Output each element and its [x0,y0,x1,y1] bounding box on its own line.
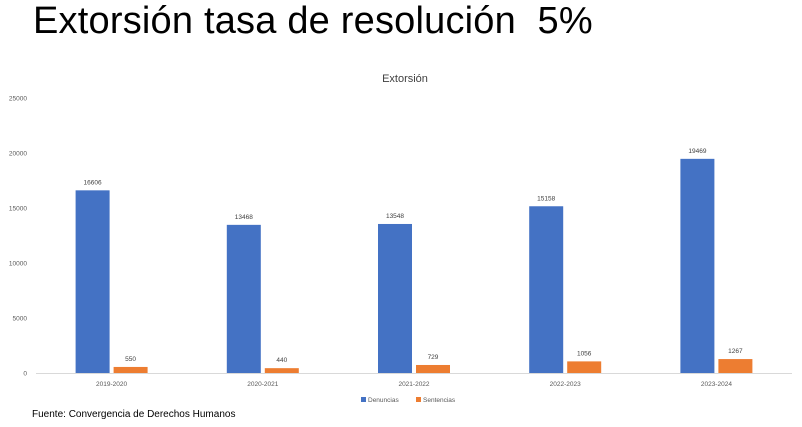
bar-sentencias [416,364,450,373]
x-tick-label: 2019-2020 [96,381,127,388]
bar-denuncias [75,190,110,373]
y-tick-label: 15000 [9,206,27,213]
slide-title: Extorsión tasa de resolución 5% [33,0,593,42]
data-label: 440 [276,357,287,364]
bar-denuncias [680,158,715,373]
x-axis: 2019-2020 2020-2021 2021-2022 2022-2023 2023… [36,373,792,388]
y-tick-label: 25000 [9,96,27,103]
data-label: 15158 [537,195,555,202]
legend-swatch [361,397,366,402]
y-tick-label: 20000 [9,151,27,158]
y-axis: 0 5000 10000 15000 20000 25000 [9,96,27,378]
data-label: 550 [125,356,136,363]
y-tick-label: 5000 [13,316,28,323]
legend: Denuncias Sentencias [361,397,456,404]
x-tick-label: 2023-2024 [701,381,732,388]
y-tick-label: 0 [23,371,27,378]
data-label: 16606 [84,179,102,186]
bar-denuncias [378,223,412,373]
bars: 16606 13468 13548 15158 19469 550 440 729 1056 12… [75,148,753,373]
legend-swatch [416,397,421,402]
bar-denuncias [529,206,564,373]
x-tick-label: 2021-2022 [398,381,429,388]
bar-sentencias [718,359,753,373]
data-label: 1056 [577,350,592,357]
x-tick-label: 2020-2021 [247,381,278,388]
chart-title: Extorsión [382,73,428,85]
data-label: 13468 [235,214,253,221]
data-label: 1267 [728,348,743,355]
data-label: 19469 [688,148,706,155]
legend-label: Sentencias [423,397,456,404]
bar-sentencias [567,361,602,373]
data-label: 13548 [386,213,404,220]
bar-sentencias [113,366,148,373]
legend-label: Denuncias [368,397,399,404]
bar-denuncias [226,224,261,373]
y-tick-label: 10000 [9,261,27,268]
x-tick-label: 2022-2023 [550,381,581,388]
bar-sentencias [264,368,299,373]
data-label: 729 [428,354,439,361]
source-note: Fuente: Convergencia de Derechos Humanos [32,409,236,420]
